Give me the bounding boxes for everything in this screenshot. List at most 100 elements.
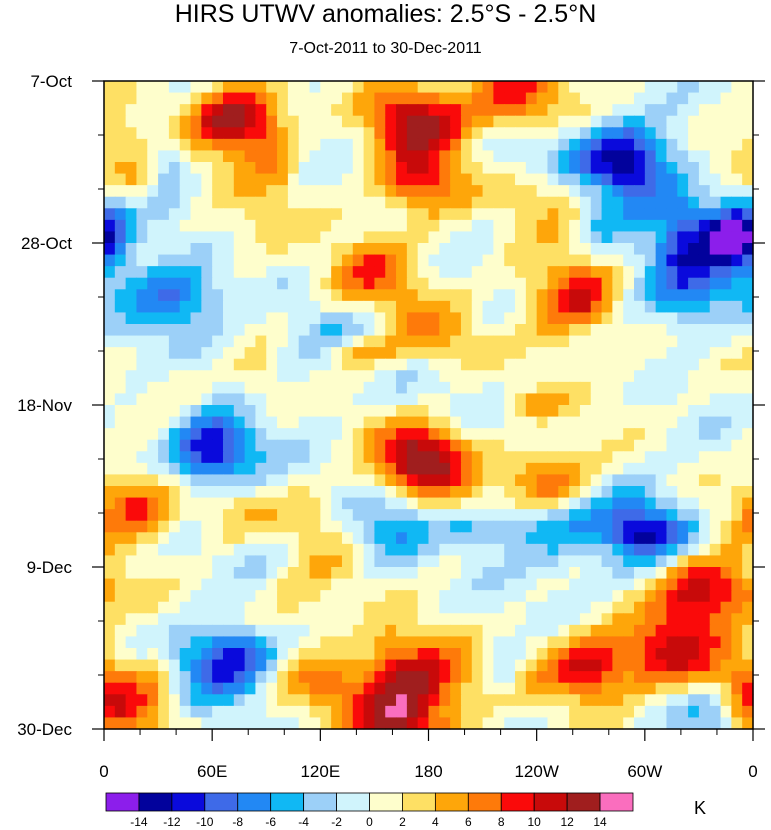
field-cell [579,393,592,406]
field-cell [244,532,257,545]
field-cell [190,462,202,476]
field-cell [298,532,311,545]
field-cell [125,532,138,545]
field-cell [482,613,494,626]
field-cell [720,92,732,105]
field-cell [201,300,213,314]
field-cell [298,393,311,406]
field-cell [709,555,722,568]
field-cell [298,81,311,94]
field-cell [320,81,332,94]
field-cell [569,243,581,256]
field-cell [504,115,516,128]
field-cell [201,543,213,557]
field-cell [298,208,311,221]
field-cell [309,532,321,545]
field-cell [233,231,246,244]
field-cell [688,266,700,279]
field-cell [655,312,668,325]
field-cell [385,254,397,267]
field-cell [471,347,484,360]
field-cell [396,208,408,221]
field-cell [406,393,419,406]
field-cell [417,289,430,302]
field-cell [590,185,603,198]
field-cell [742,358,754,371]
field-cell [179,613,192,626]
field-cell [601,659,613,672]
field-cell [688,104,700,117]
field-cell [601,324,613,337]
field-cell [439,416,451,429]
field-cell [731,717,743,730]
field-cell [168,185,181,198]
field-cell [190,439,202,452]
field-cell [158,243,170,256]
field-cell [547,300,559,314]
field-cell [666,266,678,279]
field-cell [266,462,278,476]
field-cell [331,532,343,545]
field-cell [374,428,386,441]
field-cell [341,509,354,522]
field-cell [655,266,668,279]
field-cell [363,405,376,418]
field-cell [341,694,354,707]
field-cell [331,324,343,337]
field-cell [482,219,494,233]
field-cell [569,266,581,279]
field-cell [569,208,581,221]
field-cell [655,509,668,522]
field-cell [341,428,354,441]
field-cell [277,358,289,371]
field-cell [579,347,592,360]
field-cell [222,543,235,557]
field-cell [590,520,603,533]
field-cell [114,416,127,429]
field-cell [168,104,181,117]
field-cell [266,162,278,175]
field-cell [417,405,430,418]
field-cell [525,115,538,128]
field-cell [396,81,408,94]
field-cell [655,439,668,452]
field-cell [558,231,570,244]
field-cell [742,243,754,256]
field-cell [655,416,668,429]
field-cell [428,219,440,233]
field-cell [547,474,559,487]
field-cell [644,717,657,730]
field-cell [471,92,484,105]
field-cell [482,682,494,695]
field-cell [547,624,559,638]
field-cell [190,451,202,464]
field-cell [579,474,592,487]
field-cell [536,555,549,568]
field-cell [114,115,127,128]
field-cell [136,254,148,267]
field-cell [104,115,116,128]
field-cell [287,243,300,256]
field-cell [666,497,678,510]
field-cell [536,277,549,290]
field-cell [309,613,321,626]
field-cell [417,393,430,406]
field-cell [471,532,484,545]
field-cell [515,439,527,452]
field-cell [536,358,549,371]
field-cell [731,150,743,163]
field-cell [222,370,235,383]
field-cell [417,439,430,452]
field-cell [104,266,116,279]
field-cell [374,532,386,545]
field-cell [179,127,192,140]
field-cell [147,543,159,557]
field-cell [125,127,138,140]
y-tick-label: 30-Dec [17,720,72,739]
field-cell [677,451,689,464]
field-cell [601,624,613,638]
field-cell [655,219,668,233]
field-cell [396,497,408,510]
field-cell [558,624,570,638]
field-cell [742,462,754,476]
